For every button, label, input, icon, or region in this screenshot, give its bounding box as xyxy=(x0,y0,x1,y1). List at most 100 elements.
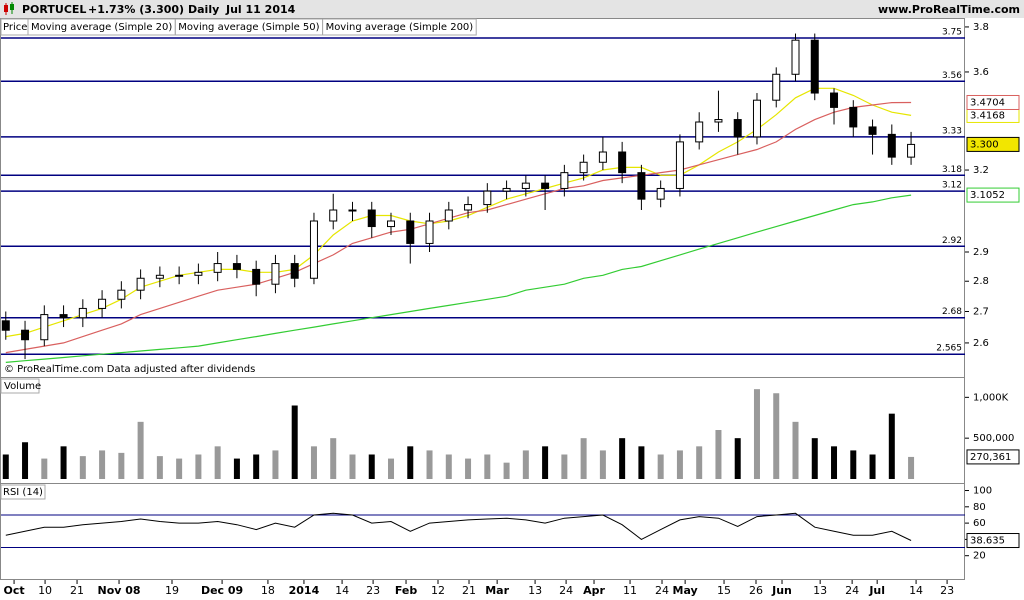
label-box xyxy=(0,378,40,394)
candle-body xyxy=(560,172,569,189)
candle-body xyxy=(1,320,10,331)
x-tick-label: May xyxy=(673,584,698,597)
x-tick-label: Jul xyxy=(868,584,885,597)
candle-body xyxy=(78,307,87,319)
candle-body xyxy=(791,39,800,75)
x-tick-label: 11 xyxy=(623,584,637,597)
candle-body xyxy=(117,289,126,300)
candle-body xyxy=(483,190,492,206)
candle-body xyxy=(598,151,607,163)
level-label: 3.12 xyxy=(942,181,962,191)
candle-body xyxy=(444,209,453,222)
ticker: PORTUCEL xyxy=(22,3,86,16)
y-tick-label: 3.2 xyxy=(973,165,989,176)
x-tick-label: 24 xyxy=(845,584,859,597)
y-tick-label: 80 xyxy=(973,502,986,513)
price-panel xyxy=(0,18,965,378)
candle-body xyxy=(579,161,588,174)
logo-icon xyxy=(4,2,14,15)
candle-body xyxy=(40,314,49,341)
y-tick-label: 1,000K xyxy=(973,392,1009,403)
candle-body xyxy=(502,187,511,192)
candle-body xyxy=(136,277,145,291)
volume-bar xyxy=(696,446,703,479)
level-label: 3.18 xyxy=(942,165,962,175)
rsi-last-label-box xyxy=(966,533,1020,549)
candle-body xyxy=(175,274,184,277)
x-tick-label: 21 xyxy=(70,584,84,597)
candle-body xyxy=(541,182,550,189)
candle-body xyxy=(98,298,107,309)
volume-bar xyxy=(773,393,780,479)
level-label: 3.75 xyxy=(942,27,962,37)
candle-body xyxy=(464,204,473,211)
volume-bar xyxy=(426,450,433,479)
candle-body xyxy=(271,263,280,285)
x-tick-label: 21 xyxy=(462,584,476,597)
volume-bar xyxy=(465,458,472,479)
volume-title: Volume xyxy=(4,381,41,392)
volume-bar xyxy=(60,446,67,479)
volume-bar xyxy=(599,450,606,479)
volume-bar xyxy=(233,458,240,479)
x-tick-label: 18 xyxy=(261,584,275,597)
rsi-line xyxy=(5,512,912,541)
volume-bar xyxy=(2,454,9,479)
legend-price: Price xyxy=(3,22,27,33)
x-tick-label: Oct xyxy=(3,584,24,597)
volume-bar xyxy=(908,456,915,479)
note: © ProRealTime.com Data adjusted after di… xyxy=(4,364,255,375)
volume-bar xyxy=(734,438,741,479)
y-tick-label: 2.9 xyxy=(973,247,989,258)
level-label: 2.68 xyxy=(942,307,962,317)
x-tick-label: 13 xyxy=(813,584,827,597)
candle-body xyxy=(155,274,164,279)
ma-last-label-box xyxy=(966,94,1020,110)
ma-last-label-box xyxy=(966,187,1020,203)
price-last-label: 3.300 xyxy=(970,139,999,150)
y-tick-label: 2.6 xyxy=(973,338,989,349)
x-tick-label: Dec 09 xyxy=(201,584,243,597)
x-tick-label: 24 xyxy=(559,584,573,597)
volume-panel xyxy=(0,377,965,484)
volume-bar xyxy=(214,446,221,479)
volume-bar xyxy=(388,458,395,479)
header-bar xyxy=(0,0,1024,18)
x-tick-label: Mar xyxy=(485,584,509,597)
x-tick-label: 15 xyxy=(717,584,731,597)
candle-body xyxy=(348,209,357,212)
candle-body xyxy=(675,141,684,189)
volume-bar xyxy=(831,446,838,479)
candle-body xyxy=(849,106,858,128)
volume-bar xyxy=(22,442,29,479)
x-tick-label: Feb xyxy=(395,584,418,597)
candle-body xyxy=(213,263,222,273)
x-tick-label: 10 xyxy=(38,584,52,597)
candle-body xyxy=(772,73,781,101)
label-box xyxy=(0,484,46,500)
volume-bar xyxy=(811,438,818,479)
volume-bar xyxy=(657,454,664,479)
date: Jul 11 2014 xyxy=(225,3,296,16)
volume-bar xyxy=(176,458,183,479)
volume-bar xyxy=(869,454,876,479)
level-label: 2.565 xyxy=(936,344,962,354)
candle-body xyxy=(907,143,916,158)
legend-box xyxy=(322,18,477,36)
ma-last-label: 3.4704 xyxy=(970,97,1005,108)
volume-bar xyxy=(272,450,279,479)
candle-body xyxy=(309,220,318,279)
volume-bar xyxy=(638,446,645,479)
volume-bar xyxy=(445,454,452,479)
candle-body xyxy=(406,220,415,244)
candle-body xyxy=(232,263,241,270)
volume-bar xyxy=(715,430,722,479)
volume-bar xyxy=(676,450,683,479)
candle-body xyxy=(252,268,261,285)
period: Daily xyxy=(188,3,219,16)
y-tick-label: 60 xyxy=(973,518,986,529)
y-tick-label: 2.7 xyxy=(973,307,989,318)
x-tick-label: Nov 08 xyxy=(97,584,140,597)
volume-bar xyxy=(850,450,857,479)
candle-body xyxy=(637,172,646,200)
